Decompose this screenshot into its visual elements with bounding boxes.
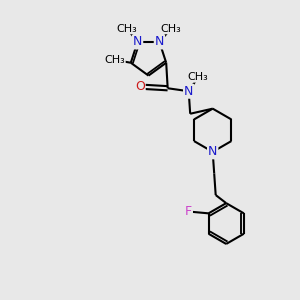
Text: CH₃: CH₃ bbox=[104, 55, 125, 65]
Text: N: N bbox=[208, 145, 218, 158]
Text: N: N bbox=[184, 85, 194, 98]
Text: CH₃: CH₃ bbox=[188, 72, 208, 82]
Text: N: N bbox=[133, 35, 142, 49]
Text: CH₃: CH₃ bbox=[117, 24, 137, 34]
Text: O: O bbox=[135, 80, 145, 93]
Text: CH₃: CH₃ bbox=[160, 24, 181, 34]
Text: F: F bbox=[185, 205, 192, 218]
Text: N: N bbox=[155, 35, 164, 49]
